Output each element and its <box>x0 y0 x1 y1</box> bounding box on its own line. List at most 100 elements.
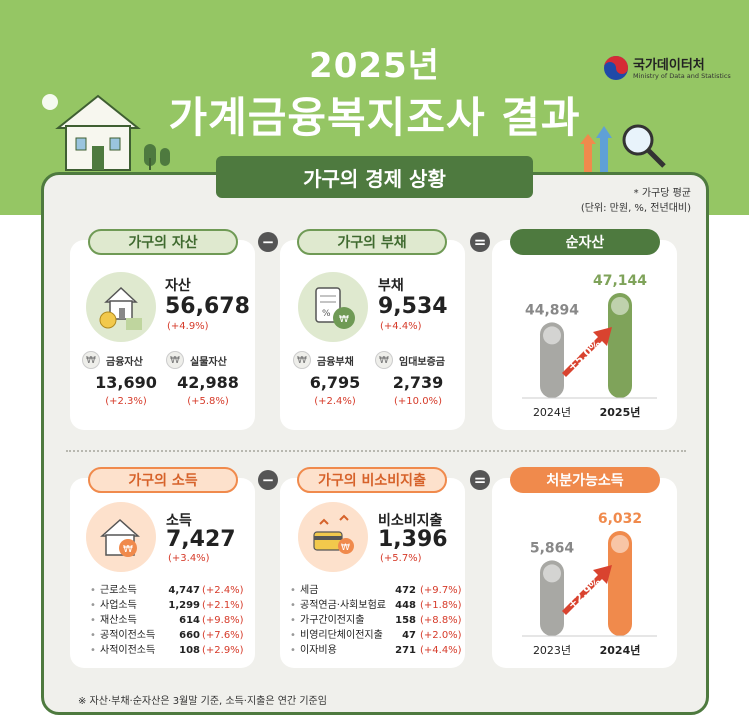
debt-pill: 가구의 부채 <box>297 229 447 255</box>
minus-operator: − <box>258 470 278 490</box>
section-banner-title: 가구의 경제 상황 <box>303 166 446 191</box>
financial-assets-pill: 금융자산 <box>106 356 143 368</box>
list-item: • 사업소득 1,299 (+2.1%) <box>90 598 250 613</box>
nonconsumption-change: (+5.7%) <box>380 553 422 564</box>
net-assets-value-label-1: 47,144 <box>593 273 647 289</box>
disposable-income-bar-1 <box>608 531 632 636</box>
list-item-change: (+2.0%) <box>420 630 462 641</box>
disposable-income-category-label-1: 2024년 <box>600 643 641 657</box>
list-item-name: 세금 <box>300 585 319 596</box>
net-assets-chart: 44,894 2024년 47,144 2025년 +5.0% <box>522 273 657 419</box>
real-assets-value: 42,988 <box>177 373 239 392</box>
financial-assets-value: 13,690 <box>95 373 157 392</box>
list-item-value: 4,747 <box>168 585 200 596</box>
financial-debt-value: 6,795 <box>309 373 361 392</box>
debt-change: (+4.4%) <box>380 321 422 332</box>
won-icon: ₩ <box>293 351 311 369</box>
assets-label: 자산 <box>165 278 191 294</box>
equals-operator: = <box>470 232 490 252</box>
won-icon: ₩ <box>82 351 100 369</box>
real-assets-change: (+5.8%) <box>187 396 229 407</box>
won-icon: ₩ <box>166 351 184 369</box>
income-breakdown-list: • 근로소득 4,747 (+2.4%) • 사업소득 1,299 (+2.1%) • 재산소득 6… <box>90 583 250 658</box>
list-item-value: 47 <box>402 630 416 641</box>
list-item: • 근로소득 4,747 (+2.4%) <box>90 583 250 598</box>
list-item-change: (+8.8%) <box>420 615 462 626</box>
won-icon: ₩ <box>375 351 393 369</box>
rental-deposit-change: (+10.0%) <box>394 396 442 407</box>
ministry-logo: 국가데이터처 Ministry of Data and Statistics <box>603 52 743 90</box>
assets-illustration <box>86 272 156 342</box>
growth-arrows-magnifier-icon <box>580 124 666 176</box>
list-item: • 공적연금·사회보험료 448 (+1.8%) <box>290 598 462 613</box>
bullet-icon: • <box>290 645 296 656</box>
assets-change: (+4.9%) <box>167 321 209 332</box>
net-assets-category-label-1: 2025년 <box>600 405 641 419</box>
nonconsumption-breakdown-list: • 세금 472 (+9.7%) • 공적연금·사회보험료 448 (+1.8%) • 가구간이전… <box>290 583 462 658</box>
rental-deposit-value: 2,739 <box>392 373 444 392</box>
list-item: • 사적이전소득 108 (+2.9%) <box>90 643 250 658</box>
net-assets-category-label-0: 2024년 <box>533 406 571 419</box>
growth-arrow-icon <box>562 565 612 615</box>
document-moneybag-icon: % ₩ <box>315 287 355 329</box>
net-assets-bar-1 <box>608 293 632 398</box>
list-item-name: 공적이전소득 <box>100 630 156 641</box>
won-coin-icon <box>611 297 629 315</box>
won-coin-icon <box>543 564 561 583</box>
debt-label: 부채 <box>378 278 404 294</box>
list-item-name: 가구간이전지출 <box>300 615 365 626</box>
bullet-icon: • <box>90 600 96 611</box>
list-item: • 가구간이전지출 158 (+8.8%) <box>290 613 462 628</box>
list-item-change: (+7.6%) <box>202 630 244 641</box>
list-item: • 비영리단체이전지출 47 (+2.0%) <box>290 628 462 643</box>
disposable-income-category-label-0: 2023년 <box>533 644 571 657</box>
list-item-change: (+2.4%) <box>202 585 244 596</box>
nonconsumption-pill: 가구의 비소비지출 <box>297 467 447 493</box>
net-assets-value-label-0: 44,894 <box>525 302 579 318</box>
net-assets-pill: 순자산 <box>510 229 660 255</box>
section-banner: 가구의 경제 상황 <box>216 156 533 198</box>
bullet-icon: • <box>90 645 96 656</box>
list-item-change: (+2.1%) <box>202 600 244 611</box>
bullet-icon: • <box>290 630 296 641</box>
unit-note-line2: (단위: 만원, %, 전년대비) <box>580 203 691 214</box>
disposable-income-value-label-1: 6,032 <box>598 511 642 527</box>
income-pill: 가구의 소득 <box>88 467 238 493</box>
list-item-value: 271 <box>395 645 416 656</box>
list-item-value: 448 <box>395 600 416 611</box>
financial-debt-change: (+2.4%) <box>314 396 356 407</box>
income-change: (+3.4%) <box>168 553 210 564</box>
bullet-icon: • <box>290 585 296 596</box>
unit-note: * 가구당 평균 (단위: 만원, %, 전년대비) <box>581 186 691 216</box>
debt-illustration: % ₩ <box>298 272 368 342</box>
list-item-change: (+1.8%) <box>420 600 462 611</box>
equals-operator: = <box>470 470 490 490</box>
bullet-icon: • <box>90 630 96 641</box>
net-assets-growth-label: +5.0% <box>565 337 603 373</box>
won-coin-icon <box>543 326 561 345</box>
house-illustration <box>42 94 170 171</box>
svg-text:%: % <box>322 309 331 319</box>
assets-value: 56,678 <box>165 294 250 319</box>
bullet-icon: • <box>290 615 296 626</box>
growth-arrow-icon <box>562 327 612 377</box>
svg-text:₩: ₩ <box>123 544 133 555</box>
nonconsumption-label: 비소비지출 <box>378 513 443 529</box>
nonconsumption-value: 1,396 <box>378 527 448 552</box>
income-label: 소득 <box>166 513 192 529</box>
assets-pill: 가구의 자산 <box>88 229 238 255</box>
debt-card <box>280 240 465 430</box>
list-item-value: 158 <box>395 615 416 626</box>
list-item-value: 108 <box>179 645 200 656</box>
list-item-name: 비영리단체이전지출 <box>300 630 383 641</box>
card-money-icon: ₩ <box>313 514 354 554</box>
house-coin-icon: ₩ <box>100 518 140 557</box>
ministry-name: 국가데이터처 <box>633 58 705 73</box>
list-item-name: 사업소득 <box>100 600 137 611</box>
list-item-value: 660 <box>179 630 200 641</box>
disposable-income-chart: 5,864 2023년 6,032 2024년 +2.9% <box>522 511 657 657</box>
list-item-name: 이자비용 <box>300 645 337 656</box>
list-item-value: 472 <box>395 585 416 596</box>
ministry-english-name: Ministry of Data and Statistics <box>633 72 731 80</box>
list-item-value: 1,299 <box>168 600 200 611</box>
